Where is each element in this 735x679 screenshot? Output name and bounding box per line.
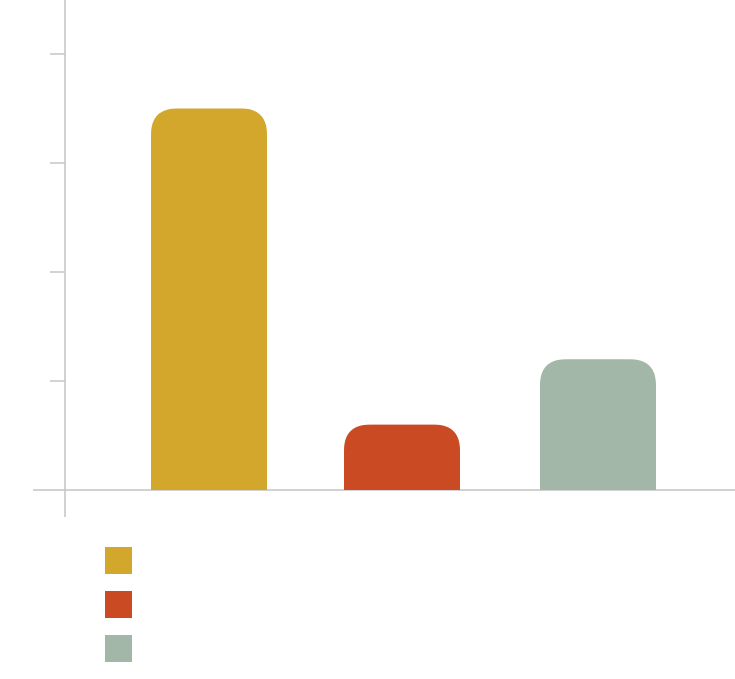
legend-swatch bbox=[105, 591, 132, 618]
legend-swatch bbox=[105, 547, 132, 574]
legend bbox=[105, 547, 142, 679]
legend-item bbox=[105, 547, 142, 574]
legend-item bbox=[105, 635, 142, 662]
legend-swatch bbox=[105, 635, 132, 662]
bar bbox=[151, 108, 267, 490]
bar bbox=[344, 424, 460, 490]
bar bbox=[540, 359, 656, 490]
legend-item bbox=[105, 591, 142, 618]
